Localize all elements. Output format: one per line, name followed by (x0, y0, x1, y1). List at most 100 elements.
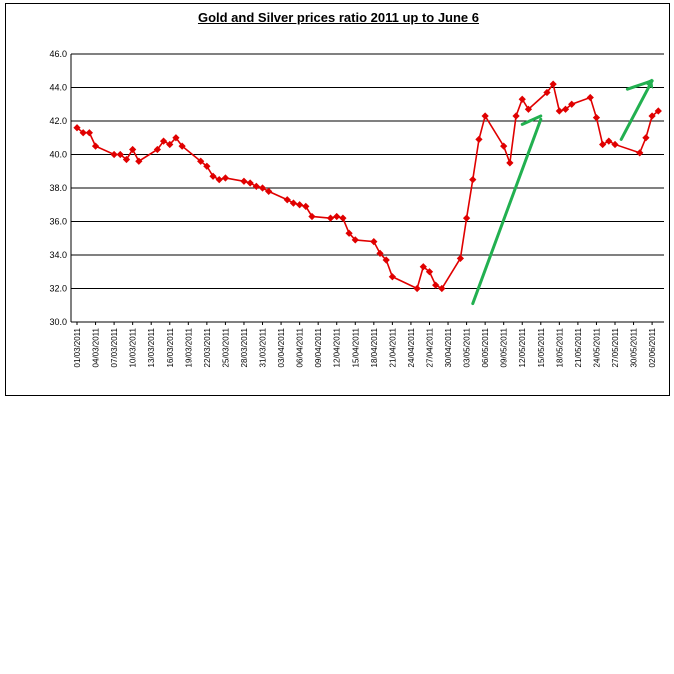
x-tick-label: 06/05/2011 (481, 327, 490, 367)
x-tick-label: 22/03/2011 (203, 327, 212, 367)
y-tick-label: 42.0 (49, 116, 67, 126)
data-point (73, 124, 81, 132)
data-point (159, 137, 168, 145)
data-point (425, 268, 434, 276)
x-tick-label: 02/06/2011 (648, 327, 657, 367)
x-tick-label: 12/05/2011 (518, 327, 527, 367)
data-point (382, 256, 390, 264)
x-tick-label: 16/03/2011 (166, 327, 175, 367)
data-point (258, 184, 267, 192)
data-point (339, 214, 347, 222)
y-tick-label: 38.0 (49, 183, 67, 193)
data-point (333, 212, 341, 221)
data-point (500, 142, 508, 150)
data-point (197, 157, 205, 165)
chart-title: Gold and Silver prices ratio 2011 up to … (197, 10, 480, 25)
data-point (326, 214, 335, 222)
x-tick-label: 03/04/2011 (277, 327, 286, 367)
data-point (283, 196, 291, 204)
data-point (636, 149, 644, 157)
data-point (252, 182, 260, 190)
data-point (135, 157, 143, 165)
arrowhead (644, 78, 654, 89)
data-point (642, 134, 650, 142)
data-point (246, 179, 254, 187)
data-point (611, 140, 619, 149)
x-tick-label: 28/03/2011 (240, 327, 249, 367)
x-tick-label: 12/04/2011 (333, 327, 342, 367)
data-point (524, 105, 533, 113)
data-point (166, 140, 174, 149)
data-point (599, 140, 607, 149)
x-tick-label: 19/03/2011 (184, 327, 193, 367)
data-point (215, 176, 223, 184)
x-tick-label: 10/03/2011 (129, 327, 138, 367)
annotation-arrow (520, 114, 543, 126)
data-point (289, 199, 298, 207)
y-tick-label: 36.0 (49, 217, 67, 227)
data-point (209, 172, 217, 180)
data-point (462, 214, 471, 222)
data-point (605, 137, 613, 145)
x-tick-label: 03/05/2011 (463, 327, 472, 367)
x-tick-label: 31/03/2011 (259, 327, 268, 367)
data-point (654, 107, 662, 115)
y-tick-labels: 30.0 32.0 34.0 36.0 38.0 40.0 42.0 44.0 46.0 (49, 49, 67, 327)
grid-layer (70, 53, 664, 325)
data-point (481, 112, 489, 120)
y-tick-label: 44.0 (49, 83, 67, 93)
data-point (79, 129, 87, 137)
x-tick-label: 18/04/2011 (370, 327, 379, 367)
data-point (469, 176, 477, 184)
x-tick-label: 27/04/2011 (425, 327, 434, 367)
data-point (122, 155, 131, 164)
data-point (419, 263, 427, 271)
data-point (345, 229, 353, 237)
data-point (592, 114, 601, 122)
data-point (456, 254, 465, 262)
x-tick-label: 27/05/2011 (611, 327, 620, 367)
x-tick-label: 15/04/2011 (351, 327, 360, 367)
annotation-arrow (619, 79, 654, 141)
data-point (555, 107, 563, 115)
x-tick-label: 25/03/2011 (221, 327, 230, 367)
data-point (506, 159, 514, 167)
data-point (432, 281, 440, 289)
x-tick-label: 24/05/2011 (592, 327, 601, 367)
data-point (116, 150, 124, 159)
data-point (172, 134, 180, 142)
data-point (475, 135, 483, 144)
x-tick-label: 18/05/2011 (555, 327, 564, 367)
data-point (240, 177, 248, 185)
chart-frame: Gold and Silver prices ratio 2011 up to … (5, 3, 670, 396)
data-point (308, 212, 316, 221)
x-tick-label: 30/05/2011 (630, 327, 639, 367)
x-tick-label: 15/05/2011 (537, 327, 546, 367)
data-point (178, 142, 186, 150)
annotation-arrow (471, 117, 543, 306)
x-tick-label: 24/04/2011 (407, 327, 416, 367)
x-tick-label: 30/04/2011 (444, 327, 453, 367)
data-point (85, 129, 93, 137)
data-point (91, 142, 100, 150)
series-layer (73, 80, 662, 293)
x-tick-label: 21/05/2011 (574, 327, 583, 367)
data-point (153, 145, 162, 154)
x-tick-labels: 01/03/2011 04/03/2011 07/03/2011 10/03/2011… (73, 327, 657, 367)
data-point (543, 88, 551, 97)
data-point (512, 112, 520, 120)
data-point (518, 95, 526, 103)
data-point (561, 105, 570, 113)
series-line (76, 82, 659, 290)
x-tick-label: 07/03/2011 (110, 327, 119, 367)
y-tick-label: 30.0 (49, 317, 67, 327)
y-tick-label: 34.0 (49, 250, 67, 260)
y-tick-label: 32.0 (49, 284, 67, 294)
x-tick-label: 09/05/2011 (500, 327, 509, 367)
data-point (438, 284, 446, 293)
x-tick-label: 06/04/2011 (296, 327, 305, 367)
data-point (351, 236, 359, 244)
data-point (413, 284, 421, 293)
annotation-layer (471, 78, 654, 306)
data-point (295, 201, 304, 209)
